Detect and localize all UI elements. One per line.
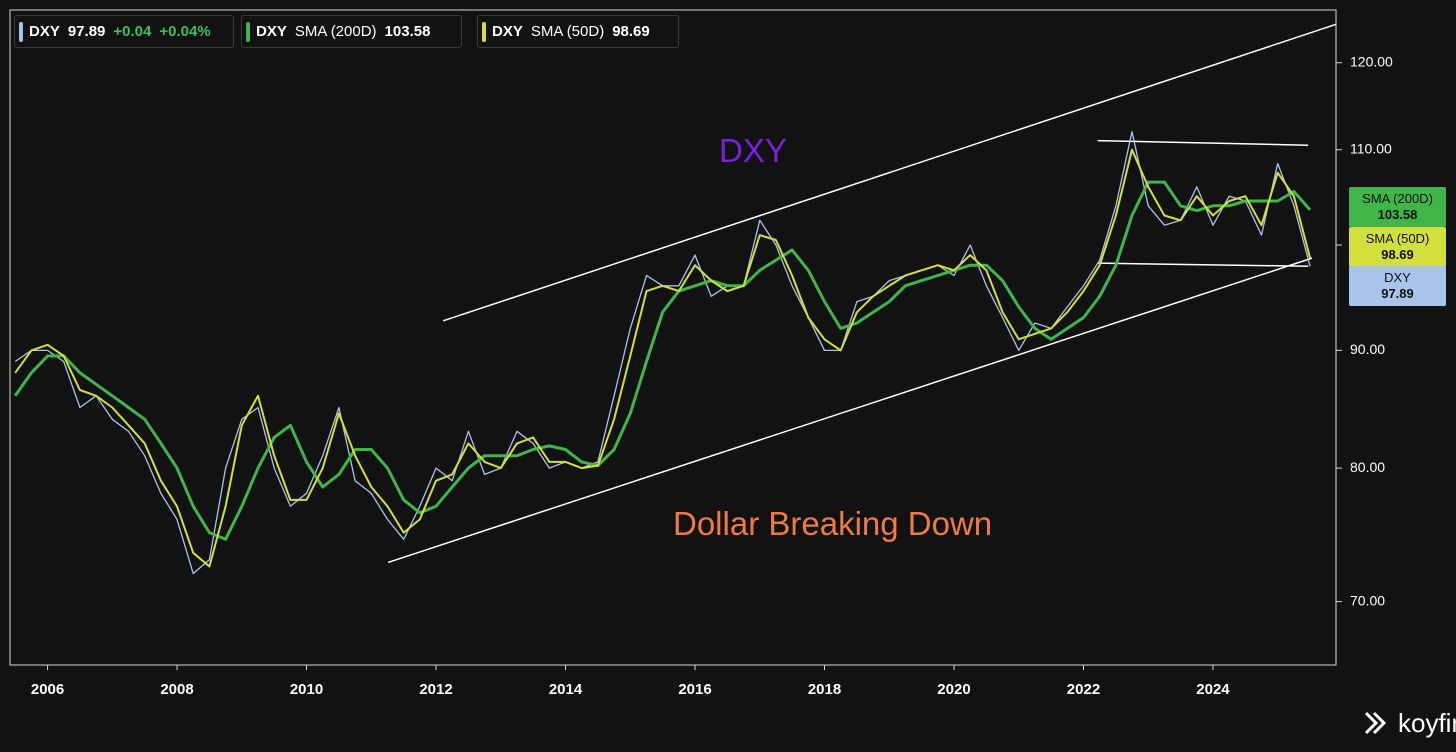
legend-name: SMA (50D) xyxy=(530,23,605,40)
tag-name: DXY xyxy=(1384,270,1411,285)
legend-swatch xyxy=(482,22,486,42)
trendline xyxy=(442,23,1337,322)
x-tick-label: 2010 xyxy=(290,681,323,698)
series-line xyxy=(13,180,1312,541)
legend-value: 97.89 xyxy=(67,23,106,40)
last-value-tag: DXY 97.89 xyxy=(1349,266,1446,306)
x-tick-label: 2008 xyxy=(160,681,193,698)
legend-value: 103.58 xyxy=(384,23,431,40)
x-tick-label: 2020 xyxy=(937,681,970,698)
legend-swatch xyxy=(246,22,250,42)
plot-frame xyxy=(9,9,1337,666)
tag-name: SMA (200D) xyxy=(1362,191,1433,206)
x-tick-label: 2018 xyxy=(808,681,841,698)
axes: 70.0080.0090.00100.00110.00120.002006200… xyxy=(31,53,1393,698)
tag-value: 103.58 xyxy=(1377,207,1418,222)
x-tick-label: 2012 xyxy=(419,681,452,698)
y-tick-label: 90.00 xyxy=(1350,341,1385,357)
watermark: koyfin xyxy=(1398,708,1456,738)
y-tick-label: 120.00 xyxy=(1350,53,1393,69)
legend-item[interactable]: DXY SMA (200D) 103.58 xyxy=(241,15,462,48)
x-tick-label: 2014 xyxy=(549,681,583,698)
tag-value: 97.89 xyxy=(1381,286,1414,301)
annotation: DXY xyxy=(719,132,787,169)
x-tick-label: 2006 xyxy=(31,681,64,698)
annotation: Dollar Breaking Down xyxy=(673,505,993,542)
series-line xyxy=(14,131,1311,575)
y-tick-label: 80.00 xyxy=(1350,459,1385,475)
legend-change: +0.04 xyxy=(113,23,152,40)
legend-value: 98.69 xyxy=(612,23,650,40)
series-line xyxy=(14,148,1312,568)
last-value-tag: SMA (50D) 98.69 xyxy=(1349,227,1446,267)
legend-swatch xyxy=(19,22,23,42)
logo-icon xyxy=(1364,711,1387,735)
tag-value: 98.69 xyxy=(1381,247,1414,262)
legend-symbol: DXY xyxy=(256,23,287,40)
x-tick-label: 2016 xyxy=(678,681,711,698)
legend-item[interactable]: DXY 97.89 +0.04 +0.04% xyxy=(14,15,234,48)
trendline xyxy=(387,257,1313,564)
legend-name: DXY xyxy=(29,23,60,40)
x-tick-label: 2022 xyxy=(1067,681,1100,698)
legend-item[interactable]: DXY SMA (50D) 98.69 xyxy=(477,15,679,48)
last-value-tag: SMA (200D) 103.58 xyxy=(1349,187,1446,227)
trendlines xyxy=(387,23,1337,564)
trendline xyxy=(1097,262,1309,267)
legend-name: SMA (200D) xyxy=(294,23,377,40)
y-tick-label: 70.00 xyxy=(1350,592,1385,608)
legend-change-pct: +0.04% xyxy=(159,23,211,40)
tag-name: SMA (50D) xyxy=(1365,231,1430,246)
series-lines xyxy=(13,131,1312,575)
y-tick-label: 110.00 xyxy=(1350,140,1392,156)
x-tick-label: 2024 xyxy=(1196,681,1230,698)
trendline xyxy=(1097,139,1309,146)
legend-symbol: DXY xyxy=(492,23,523,40)
